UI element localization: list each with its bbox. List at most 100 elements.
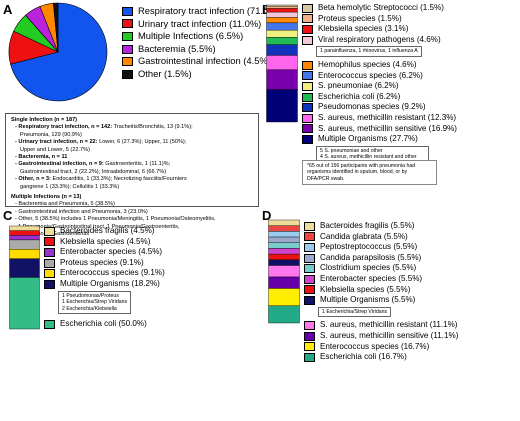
bar-segment-multiple-organisms [9, 258, 40, 278]
legend-item-bacteroides-fragilis: Bacteroides fragilis (5.5%) [304, 221, 458, 232]
legend-label: Bacteroides fragilis (4.5%) [60, 226, 155, 235]
single-infection-item: - Other, n = 3: Endocarditis, 1 (33.3%);… [15, 176, 253, 183]
legend-label: Hemophilus species (4.6%) [318, 59, 417, 69]
legend-swatch [122, 44, 133, 54]
legend-swatch [44, 258, 55, 268]
legend-item-peptostreptococcus: Peptostreptococcus (5.5%) [304, 242, 458, 253]
single-infection-item: - Gastrointestinal infection, n = 9: Gas… [15, 161, 253, 168]
legend-note-line: 1 Escherichia/Strep Viridans [322, 308, 388, 315]
legend-label: Proteus species (1.5%) [318, 13, 402, 23]
single-infection-item: - Respiratory tract infection, n = 142: … [15, 124, 253, 131]
pie-slice-respiratory-tract-infection [10, 2, 108, 102]
legend-item-enterobacter-species: Enterobacter species (5.5%) [304, 274, 458, 285]
single-infection-item: - Bacteremia, n = 11 [15, 154, 253, 161]
bar-segment-candida-parapsilosis [268, 236, 300, 243]
single-infection-item-lead: - Urinary tract infection, n = 22: [15, 139, 98, 146]
legend-swatch [302, 134, 313, 144]
legend-note-line: 5 S. pneumoniae and other [320, 147, 383, 154]
legend-note-line: 4 S. aureus, methicillin resistant and o… [320, 154, 417, 161]
single-infection-item-lead: - Respiratory tract infection, n = 142: [15, 124, 113, 131]
legend-label: Enterococcus species (9.1%) [60, 268, 165, 278]
legend-swatch [44, 226, 55, 236]
bar-segment-escherichia-coli [9, 277, 40, 330]
legend-item-respiratory-tract-infection: Respiratory tract infection (71.0%) [122, 5, 280, 18]
bar-segment-s-aureus-methicillin-sensitive [268, 276, 300, 289]
legend-item-candida-glabrata: Candida glabrata (5.5%) [304, 232, 458, 243]
stacked-bar-panel-c [9, 225, 40, 330]
legend-label: Multiple Organisms (27.7%) [318, 134, 418, 144]
panel-label-c: C [3, 208, 13, 223]
single-infection-item-lead: - Bacteremia, n = 11 [15, 154, 68, 161]
legend-item-escherichia-coli: Escherichia coli (6.2%) [302, 92, 457, 103]
legend-swatch [302, 14, 313, 24]
legend-swatch [122, 6, 133, 16]
legend-item-klebsiella-species: Klebsiella species (5.5%) [304, 285, 458, 296]
bar-segment-enterobacter-species [9, 235, 40, 241]
legend-swatch [302, 92, 313, 102]
footnote-line: organisms identified in sputum, blood, o… [307, 169, 408, 176]
single-infection-item-continued: Gastrointestinal tract, 2 (22.2%); Intra… [20, 168, 167, 175]
legend-swatch [302, 103, 313, 113]
legend-note: 1 Escherichia/Strep Viridans [318, 306, 392, 318]
legend-label: Pseudomonas species (9.2%) [318, 102, 426, 112]
legend-swatch [302, 3, 313, 13]
legend-swatch [304, 342, 315, 352]
legend-item-multiple-organisms: Multiple Organisms (18.2%) [44, 279, 165, 290]
legend-note-line: 1 parainfluenza, 1 rhinovirus, 1 influen… [320, 48, 418, 55]
bar-segment-s-aureus-methicillin-resistant [266, 55, 298, 71]
bar-segment-hemophilus-species [266, 17, 298, 24]
bar-segment-bacteroides-fragilis [268, 219, 300, 226]
legend-note: 1 parainfluenza, 1 rhinovirus, 1 influen… [316, 46, 422, 57]
legend-label: Multiple Infections (6.5%) [138, 30, 244, 42]
legend-item-enterococcus-species: Enterococcus species (6.2%) [302, 71, 457, 82]
panel-label-d: D [262, 208, 272, 223]
bar-segment-beta-hemolytic-streptococci [266, 4, 298, 7]
bar-segment-enterococcus-species [268, 288, 300, 306]
legend-swatch [302, 113, 313, 123]
legend-item-proteus-species: Proteus species (1.5%) [302, 14, 457, 25]
single-infection-item-detail: Endocarditis, 1 (33.3%); Necrotizing fas… [50, 176, 187, 183]
footnote-line: DFA/PCR swab. [307, 175, 345, 182]
legend-swatch [304, 352, 315, 362]
legend-swatch [304, 295, 315, 305]
legend-label: Other (1.5%) [138, 67, 192, 79]
legend-label: Viral respiratory pathogens (4.6%) [318, 34, 441, 44]
bar-segment-enterobacter-species [268, 248, 300, 255]
single-infection-item-detail: Lower, 6 (27.3%); Upper, 11 (50%); [97, 139, 187, 146]
legend-swatch [304, 221, 315, 231]
single-infection-item: - Urinary tract infection, n = 22: Lower… [15, 139, 253, 146]
legend-item-multiple-infections: Multiple Infections (6.5%) [122, 30, 280, 43]
bar-segment-proteus-species [266, 6, 298, 9]
legend-label: S. pneumoniae (6.2%) [318, 81, 399, 91]
single-infection-heading: Single Infection (n = 187) [11, 117, 78, 123]
legend-item-enterobacter-species: Enterobacter species (4.5%) [44, 247, 165, 258]
legend-label: Peptostreptococcus (5.5%) [320, 242, 418, 252]
legend-label: Escherichia coli (6.2%) [318, 91, 401, 101]
footnote-line: *65 out of 156 participants with pneumon… [307, 163, 416, 169]
legend-item-s-aureus-methicillin-resistant: S. aureus, methicillin resistant (11.1%) [304, 320, 458, 331]
legend-item-bacteremia: Bacteremia (5.5%) [122, 43, 280, 56]
legend-label: Klebsiella species (5.5%) [320, 284, 411, 294]
bar-segment-pseudomonas-species [266, 44, 298, 56]
legend-label: Candida parapsilosis (5.5%) [320, 252, 422, 262]
legend-note-line: 2 Escherichia/Klebsiella [62, 305, 117, 312]
legend-label: Escherichia coli (50.0%) [60, 319, 147, 329]
legend-item-candida-parapsilosis: Candida parapsilosis (5.5%) [304, 253, 458, 264]
legend-panel-d: Bacteroides fragilis (5.5%) Candida glabr… [304, 221, 458, 363]
bar-segment-proteus-species [9, 239, 40, 250]
legend-label: Multiple Organisms (5.5%) [320, 295, 416, 305]
single-infection-item-continued: Upper and Lower, 5 (22.7%) [20, 146, 90, 153]
bar-segment-clostridium-species [268, 242, 300, 249]
bar-segment-s-aureus-methicillin-resistant [268, 265, 300, 278]
legend-swatch [302, 35, 313, 45]
infection-summary-box: Single Infection (n = 187) - Respiratory… [5, 113, 259, 237]
legend-item-klebsiella-species: Klebsiella species (3.1%) [302, 24, 457, 35]
legend-item-multiple-organisms: Multiple Organisms (27.7%) [302, 134, 457, 145]
legend-item-s-aureus-methicillin-resistant: S. aureus, methicillin resistant (12.3%) [302, 113, 457, 124]
legend-swatch [304, 331, 315, 341]
legend-label: Enterobacter species (4.5%) [60, 247, 163, 257]
legend-swatch [304, 285, 315, 295]
bar-segment-multiple-organisms [266, 89, 298, 123]
bar-segment-s-pneumoniae [266, 29, 298, 38]
single-infection-item-detail: Gastroenteritis, 1 (11.1)%; [103, 161, 171, 168]
